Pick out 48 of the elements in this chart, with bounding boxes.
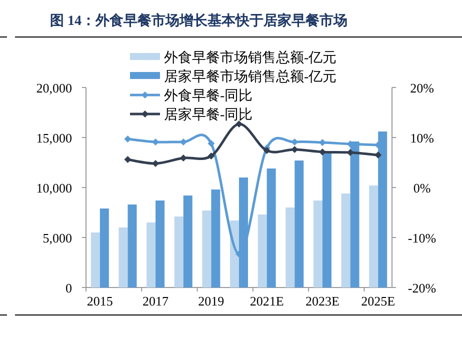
x-tick-label: 2025E bbox=[361, 294, 396, 308]
y-tick-label: 10,000 bbox=[36, 180, 72, 196]
bar bbox=[183, 196, 192, 288]
bar bbox=[322, 152, 332, 288]
y2-tick-label: 0% bbox=[413, 180, 431, 196]
y-tick-label: 0 bbox=[66, 280, 72, 296]
bar bbox=[146, 222, 156, 288]
y-tick-label: 20,000 bbox=[36, 80, 72, 96]
point bbox=[124, 136, 132, 142]
bar bbox=[156, 200, 165, 288]
point bbox=[124, 156, 132, 163]
bar bbox=[341, 194, 350, 288]
x-tick-label: 2015 bbox=[86, 294, 113, 308]
bar bbox=[313, 200, 322, 288]
point bbox=[263, 147, 270, 154]
y-tick-label: 15,000 bbox=[36, 130, 72, 146]
bar bbox=[202, 210, 212, 288]
x-tick-label: 2019 bbox=[198, 294, 224, 308]
point bbox=[208, 140, 215, 147]
y2-tick-label: -10% bbox=[408, 230, 436, 246]
point bbox=[236, 120, 242, 128]
bar bbox=[378, 132, 388, 288]
bar bbox=[258, 214, 267, 288]
point bbox=[374, 152, 382, 158]
point bbox=[180, 154, 187, 162]
bar bbox=[174, 216, 184, 288]
bar bbox=[266, 168, 276, 288]
bar bbox=[369, 186, 378, 288]
y-tick-label: 5,000 bbox=[42, 230, 72, 246]
bar bbox=[128, 204, 137, 288]
legend-label: 外食早餐市场销售总额-亿元 bbox=[164, 50, 337, 66]
bar bbox=[286, 208, 295, 288]
bar bbox=[90, 232, 100, 288]
legend-label: 居家早餐市场销售总额-亿元 bbox=[164, 69, 337, 85]
point bbox=[208, 152, 215, 160]
legend-label: 居家早餐-同比 bbox=[164, 107, 253, 123]
bar bbox=[118, 228, 128, 288]
y2-tick-label: -20% bbox=[408, 280, 436, 296]
x-tick-label: 2021E bbox=[250, 294, 284, 308]
y2-tick-label: 20% bbox=[410, 80, 434, 96]
legend-label: 外食早餐-同比 bbox=[164, 88, 253, 104]
point bbox=[346, 149, 354, 156]
bar bbox=[294, 160, 304, 288]
x-tick-label: 2023E bbox=[305, 294, 340, 308]
y2-tick-label: 10% bbox=[410, 130, 434, 146]
title: 图 14：外食早餐市场增长基本快于居家早餐市场 bbox=[50, 14, 348, 29]
bar bbox=[100, 208, 109, 288]
x-tick-label: 2017 bbox=[142, 294, 170, 308]
